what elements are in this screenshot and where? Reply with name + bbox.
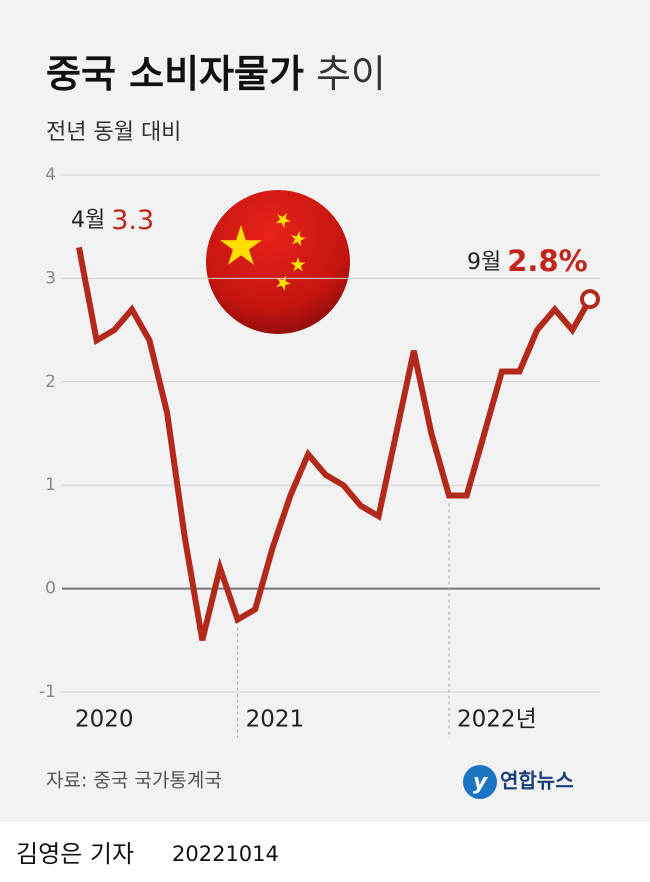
end-marker bbox=[580, 289, 600, 310]
logo-text: 연합뉴스 bbox=[500, 769, 574, 793]
flag-star bbox=[276, 275, 291, 291]
line bbox=[76, 246, 593, 642]
y-tick-label: -1 bbox=[39, 682, 56, 702]
flag-circle bbox=[206, 190, 350, 334]
x-tick-label: 2020 bbox=[75, 707, 134, 733]
china-flag bbox=[206, 190, 350, 334]
flag-star bbox=[291, 231, 306, 247]
date: 20221014 bbox=[172, 842, 279, 866]
value-label: 3.3 bbox=[111, 205, 154, 236]
chart-background bbox=[0, 0, 650, 822]
annotation: 4월 3.3 bbox=[71, 205, 154, 236]
flag-star bbox=[275, 213, 291, 228]
y-tick-label: 3 bbox=[45, 268, 56, 288]
title-main: 중국 소비자물가 bbox=[46, 52, 304, 96]
y-tick-label: 1 bbox=[45, 475, 56, 495]
source: 자료: 중국 국가통계국 bbox=[46, 770, 222, 792]
reporter: 김영은 기자 bbox=[16, 840, 134, 868]
y-tick-label: 0 bbox=[45, 579, 56, 599]
annotation-month: 4월 bbox=[71, 208, 105, 233]
title-light: 추이 bbox=[316, 52, 386, 96]
y-tick-label: 2 bbox=[45, 372, 56, 392]
x-tick-label: 2021 bbox=[246, 707, 305, 733]
x-tick-label: 2022년 bbox=[457, 707, 537, 733]
annotation-month: 9월 bbox=[467, 250, 501, 275]
logo-mark bbox=[463, 765, 497, 799]
chart-title: 중국 소비자물가 추이 bbox=[46, 52, 386, 96]
y-tick-label: 4 bbox=[45, 165, 56, 185]
value-label: 2.8% bbox=[507, 244, 587, 278]
annotation: 9월 2.8% bbox=[467, 244, 588, 278]
flag-star bbox=[220, 225, 262, 265]
flag-star bbox=[290, 257, 306, 272]
logo-glyph: y bbox=[473, 770, 489, 795]
chart-subtitle: 전년 동월 대비 bbox=[46, 120, 181, 145]
